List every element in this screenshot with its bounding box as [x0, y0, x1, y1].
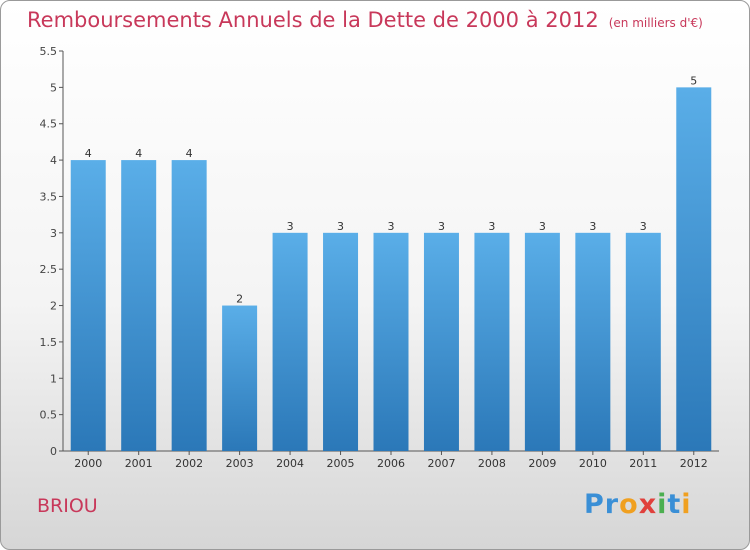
- logo-letter: P: [584, 489, 605, 520]
- data-label: 3: [640, 220, 647, 233]
- bar: [676, 87, 712, 451]
- x-tick-label: 2011: [629, 457, 657, 470]
- y-tick-label: 2.5: [40, 263, 58, 276]
- bar: [171, 160, 207, 451]
- data-label: 3: [337, 220, 344, 233]
- data-label: 3: [539, 220, 546, 233]
- data-label: 4: [85, 147, 92, 160]
- logo-letter: o: [619, 489, 639, 520]
- y-tick-label: 0.5: [40, 409, 58, 422]
- x-tick-label: 2008: [478, 457, 506, 470]
- logo-letter: r: [604, 489, 620, 520]
- x-tick-label: 2007: [427, 457, 455, 470]
- bar: [121, 160, 157, 451]
- y-tick-label: 1.5: [40, 336, 58, 349]
- x-tick-label: 2006: [377, 457, 405, 470]
- y-tick-label: 3.5: [40, 190, 58, 203]
- chart-subtitle: (en milliers d'€): [608, 16, 703, 30]
- bar: [70, 160, 106, 451]
- y-tick-label: 4: [50, 154, 57, 167]
- data-label: 4: [186, 147, 193, 160]
- x-tick-label: 2010: [579, 457, 607, 470]
- y-tick-label: 5: [50, 81, 57, 94]
- x-tick-label: 2012: [680, 457, 708, 470]
- logo-letter: i: [657, 489, 668, 520]
- bar: [524, 232, 560, 451]
- data-label: 5: [690, 74, 697, 87]
- y-tick-label: 4.5: [40, 118, 58, 131]
- y-tick-label: 3: [50, 227, 57, 240]
- y-tick-label: 1: [50, 372, 57, 385]
- bar: [423, 232, 459, 451]
- logo-letter: t: [667, 489, 682, 520]
- bar: [625, 232, 661, 451]
- chart-title: Remboursements Annuels de la Dette de 20…: [27, 8, 703, 32]
- x-tick-label: 2003: [226, 457, 254, 470]
- data-label: 4: [135, 147, 142, 160]
- data-label: 3: [488, 220, 495, 233]
- proxiti-logo: Proxiti: [584, 489, 692, 520]
- x-tick-label: 2005: [327, 457, 355, 470]
- commune-name: BRIOU: [37, 495, 98, 517]
- data-label: 2: [236, 293, 243, 306]
- y-tick-label: 0: [50, 445, 57, 458]
- logo-letter: i: [681, 489, 692, 520]
- x-tick-label: 2000: [74, 457, 102, 470]
- data-label: 3: [287, 220, 294, 233]
- bar: [323, 232, 359, 451]
- x-tick-label: 2004: [276, 457, 304, 470]
- bar: [474, 232, 510, 451]
- bar: [575, 232, 611, 451]
- logo-letter: x: [638, 489, 658, 520]
- bar: [373, 232, 409, 451]
- y-tick-label: 5.5: [40, 45, 58, 58]
- bar: [222, 305, 258, 451]
- bar: [272, 232, 308, 451]
- data-label: 3: [388, 220, 395, 233]
- y-tick-label: 2: [50, 300, 57, 313]
- x-tick-label: 2009: [528, 457, 556, 470]
- data-label: 3: [589, 220, 596, 233]
- data-label: 3: [438, 220, 445, 233]
- x-tick-label: 2001: [125, 457, 153, 470]
- x-tick-label: 2002: [175, 457, 203, 470]
